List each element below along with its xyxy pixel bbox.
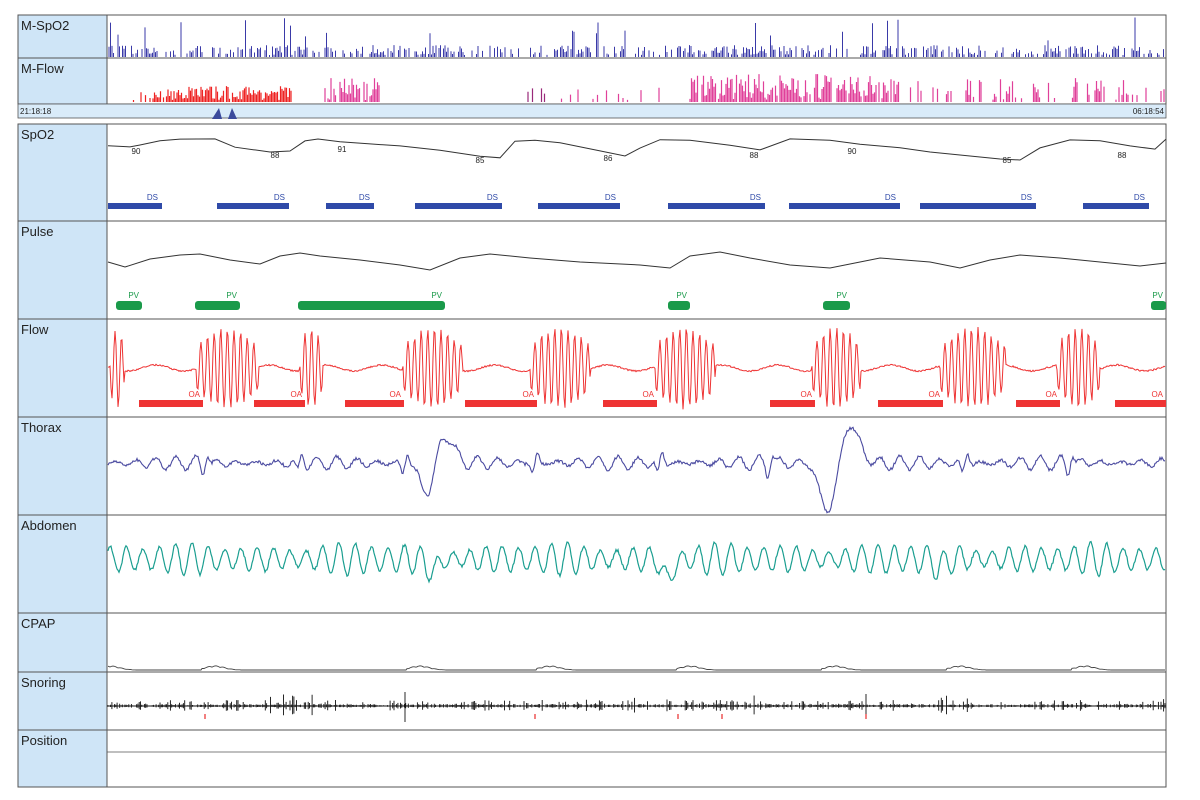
pv-event-bar[interactable]: [1151, 301, 1166, 310]
ds-event-label: DS: [359, 193, 370, 202]
overview-label-panel: [18, 15, 107, 104]
channel-label-position: Position: [21, 733, 67, 748]
time-bar-track[interactable]: [17, 103, 1167, 119]
oa-event-label: OA: [1151, 390, 1163, 399]
ds-event-bar[interactable]: [108, 203, 162, 209]
spo2-trace: [107, 138, 1167, 161]
pv-event-label: PV: [1152, 291, 1163, 300]
spo2-value-label: 85: [476, 156, 485, 165]
channel-label-spo2: SpO2: [21, 127, 54, 142]
pv-event-bar[interactable]: [298, 301, 445, 310]
ds-event-label: DS: [750, 193, 761, 202]
mspo2-overview-trace: [108, 17, 1164, 57]
ds-event-bar[interactable]: [326, 203, 374, 209]
spo2-value-label: 85: [1003, 156, 1012, 165]
thorax-trace: [107, 426, 1165, 514]
oa-event-bar[interactable]: [465, 400, 537, 407]
time-cursor-left[interactable]: [212, 108, 222, 119]
spo2-value-label: 91: [338, 145, 347, 154]
mflow-overview-trace-2: [324, 78, 380, 102]
channel-label-pulse: Pulse: [21, 224, 54, 239]
pv-event-bar[interactable]: [823, 301, 850, 310]
oa-event-label: OA: [389, 390, 401, 399]
channel-label-abdomen: Abdomen: [21, 518, 77, 533]
ds-event-label: DS: [147, 193, 158, 202]
flow-trace: [107, 326, 1166, 410]
pv-event-bar[interactable]: [195, 301, 240, 310]
ds-event-bar[interactable]: [789, 203, 900, 209]
ds-event-label: DS: [487, 193, 498, 202]
pulse-trace: [107, 251, 1167, 271]
time-cursor-right[interactable]: [228, 108, 237, 119]
ds-event-bar[interactable]: [1083, 203, 1149, 209]
oa-event-bar[interactable]: [603, 400, 657, 407]
ds-event-bar[interactable]: [217, 203, 289, 209]
overview-panel: M-SpO2 M-Flow: [17, 14, 1167, 105]
pv-event-label: PV: [676, 291, 687, 300]
ds-event-label: DS: [1134, 193, 1145, 202]
abdomen-trace: [107, 540, 1166, 584]
oa-event-bar[interactable]: [1016, 400, 1060, 407]
pv-event-label: PV: [128, 291, 139, 300]
mflow-overview-trace-1: [149, 86, 292, 102]
channel-label-thorax: Thorax: [21, 420, 62, 435]
oa-event-bar[interactable]: [878, 400, 943, 407]
oa-event-label: OA: [188, 390, 200, 399]
time-bar[interactable]: 21:18:18 06:18:54: [17, 103, 1167, 119]
ds-event-bar[interactable]: [415, 203, 502, 209]
channel-label-cpap: CPAP: [21, 616, 55, 631]
channel-label-panel: [18, 124, 107, 787]
ds-event-label: DS: [885, 193, 896, 202]
mflow-overview-trace-5: [689, 74, 900, 102]
oa-event-label: OA: [642, 390, 654, 399]
spo2-value-label: 88: [1118, 151, 1127, 160]
ds-event-bar[interactable]: [920, 203, 1036, 209]
ds-event-bar[interactable]: [538, 203, 620, 209]
channel-frame: [17, 123, 1167, 788]
oa-event-label: OA: [290, 390, 302, 399]
pv-event-label: PV: [431, 291, 442, 300]
cpap-trace: [107, 665, 1165, 671]
spo2-value-label: 88: [750, 151, 759, 160]
spo2-value-label: 90: [848, 147, 857, 156]
oa-event-label: OA: [1045, 390, 1057, 399]
overview-label-m-spo2: M-SpO2: [21, 18, 69, 33]
pv-event-bar[interactable]: [116, 301, 142, 310]
oa-event-bar[interactable]: [1115, 400, 1166, 407]
ds-event-label: DS: [274, 193, 285, 202]
ds-event-label: DS: [605, 193, 616, 202]
channel-label-flow: Flow: [21, 322, 49, 337]
mflow-overview-trace-0: [132, 92, 147, 102]
ds-event-bar[interactable]: [668, 203, 765, 209]
spo2-value-label: 90: [132, 147, 141, 156]
pv-event-label: PV: [226, 291, 237, 300]
mflow-overview-trace-3: [527, 88, 546, 102]
pv-event-label: PV: [836, 291, 847, 300]
time-start-label: 21:18:18: [20, 107, 52, 116]
overview-label-m-flow: M-Flow: [21, 61, 64, 76]
oa-event-label: OA: [800, 390, 812, 399]
pv-event-bar[interactable]: [668, 301, 690, 310]
mflow-overview-trace-6: [909, 78, 1165, 102]
oa-event-label: OA: [928, 390, 940, 399]
channels-panel: SpO2 Pulse Flow Thorax Abdomen CPAP Snoring Pos…: [17, 123, 1167, 788]
oa-event-bar[interactable]: [770, 400, 815, 407]
spo2-value-label: 88: [271, 151, 280, 160]
oa-event-bar[interactable]: [254, 400, 305, 407]
oa-event-bar[interactable]: [345, 400, 404, 407]
snoring-trace: [107, 692, 1166, 722]
oa-event-label: OA: [522, 390, 534, 399]
mflow-overview-trace-4: [560, 87, 660, 102]
time-end-label: 06:18:54: [1133, 107, 1165, 116]
ds-event-label: DS: [1021, 193, 1032, 202]
channel-label-snoring: Snoring: [21, 675, 66, 690]
oa-event-bar[interactable]: [139, 400, 203, 407]
spo2-value-label: 86: [604, 154, 613, 163]
